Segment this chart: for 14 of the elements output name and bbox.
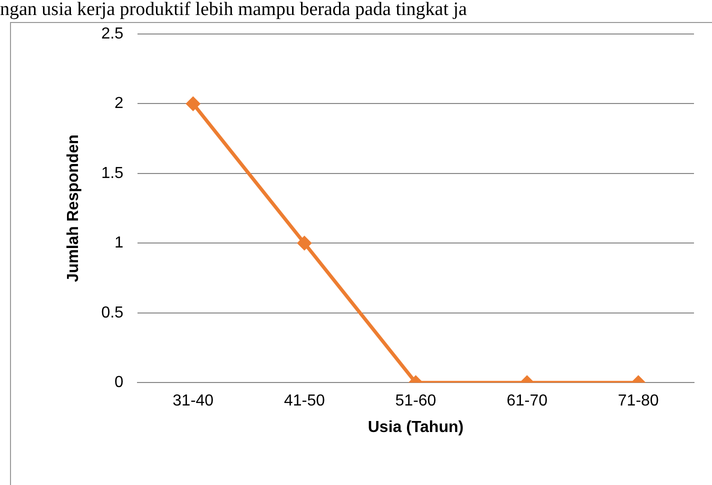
- y-tick-label: 2.5: [101, 25, 124, 42]
- y-tick-label: 2: [114, 95, 124, 112]
- y-tick-label: 1: [114, 234, 124, 252]
- x-tick-label: 61-70: [506, 392, 548, 410]
- text: ngan usia kerja produktif lebih mampu berada pada tingkat ja: [0, 0, 467, 20]
- x-axis-title: Usia (Tahun): [368, 418, 464, 436]
- x-tick-label: 41-50: [284, 392, 325, 410]
- y-tick-label: 0: [114, 374, 124, 392]
- x-tick-label: 71-80: [618, 392, 659, 410]
- x-tick-label: 51-60: [395, 392, 436, 410]
- y-tick-label: 0.5: [101, 304, 124, 322]
- x-tick-label: 31-40: [172, 392, 214, 410]
- y-tick-label: 1.5: [101, 164, 124, 182]
- y-axis-title: Jumlah Responden: [65, 134, 82, 282]
